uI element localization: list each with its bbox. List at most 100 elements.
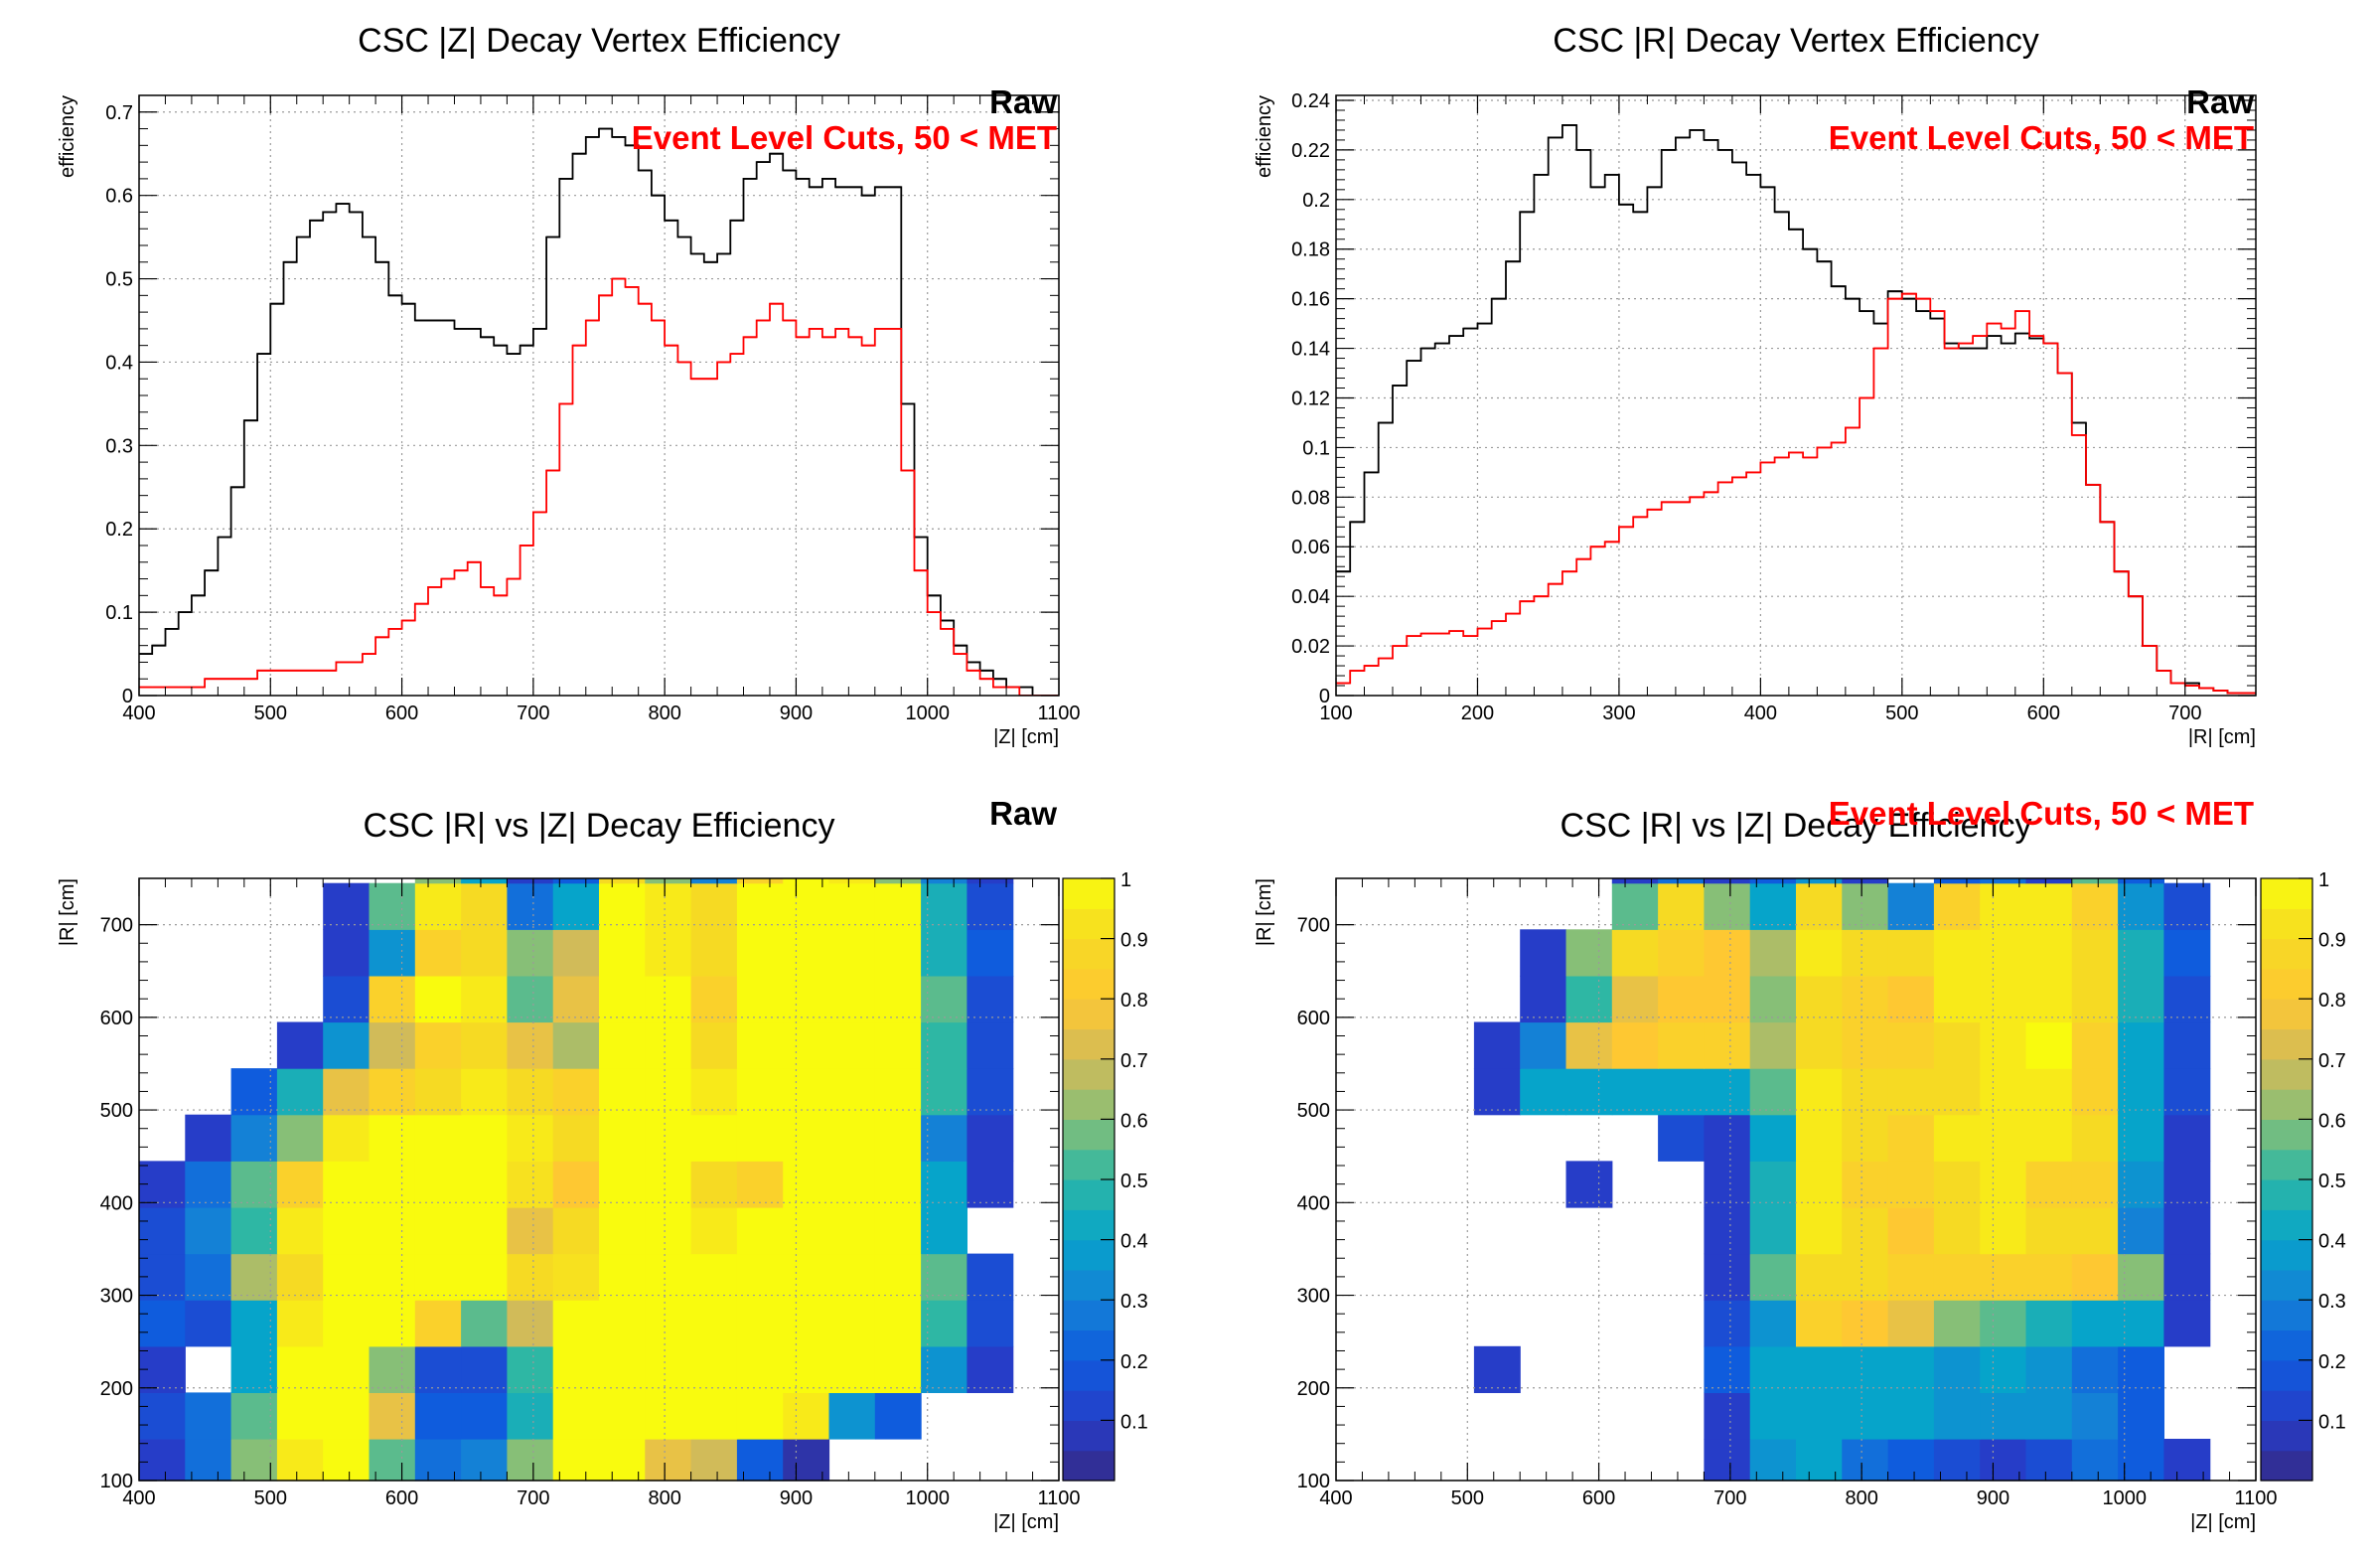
heatmap-cell (2118, 929, 2164, 977)
heatmap-cell (414, 1392, 462, 1440)
heatmap-cell (874, 1161, 922, 1208)
heatmap-cell (1520, 929, 1567, 977)
heatmap-cell (2071, 1439, 2119, 1482)
heatmap-cell (874, 878, 922, 884)
heatmap-cell (599, 929, 646, 977)
colorbar-segment (1063, 1300, 1115, 1331)
heatmap-cell (552, 1161, 600, 1208)
heatmap-cell (2118, 1021, 2164, 1069)
heatmap-cell (783, 1253, 830, 1301)
colorbar-tick-label: 0.5 (2318, 1171, 2346, 1192)
heatmap-cell (1933, 1345, 1981, 1393)
heatmap-cell (828, 1392, 876, 1440)
y-tick-label: 500 (1297, 1100, 1330, 1122)
heatmap-cell (690, 1345, 738, 1393)
heatmap-cell (736, 1068, 784, 1116)
colorbar-segment (2261, 1028, 2312, 1060)
heatmap-cell (2025, 1114, 2073, 1162)
heatmap-cell (1704, 975, 1751, 1023)
heatmap-cell (645, 1439, 692, 1482)
heatmap-cell (874, 929, 922, 977)
heatmap-cell (507, 1439, 554, 1482)
heatmap-cell (645, 1021, 692, 1069)
heatmap-cell (690, 1114, 738, 1162)
heatmap-cell (645, 1345, 692, 1393)
heatmap-cell (1704, 1345, 1751, 1393)
heatmap-cell (139, 1207, 186, 1255)
heatmap-cell (1887, 1161, 1935, 1208)
heatmap-cell (2025, 975, 2073, 1023)
heatmap-cell (139, 1392, 186, 1440)
heatmap-cell (645, 878, 692, 884)
x-tick-label: 600 (1582, 1487, 1615, 1509)
heatmap-cell (1980, 1114, 2027, 1162)
heatmap-cell (1980, 1068, 2027, 1116)
heatmap-cell (599, 1207, 646, 1255)
heatmap-cell (552, 1114, 600, 1162)
heatmap-cell (645, 1114, 692, 1162)
heatmap-cell (507, 1392, 554, 1440)
heatmap-cell (323, 1114, 371, 1162)
heatmap-cell (1980, 882, 2027, 930)
colorbar-segment (2261, 1149, 2312, 1180)
colorbar-tick-label: 0.8 (1120, 990, 1148, 1012)
heatmap-cell (828, 1207, 876, 1255)
heatmap-cell (507, 882, 554, 930)
y-tick-label: 0.18 (1291, 239, 1330, 261)
heatmap-cell (1704, 882, 1751, 930)
heatmap-cell (645, 1161, 692, 1208)
heatmap-cell (921, 1300, 967, 1347)
heatmap-cell (1749, 1021, 1797, 1069)
heatmap-cell (1796, 878, 1843, 884)
heatmap-cell (1658, 882, 1705, 930)
heatmap-cell (552, 878, 600, 884)
heatmap-cell (1749, 1439, 1797, 1482)
heatmap-cell (1980, 1439, 2027, 1482)
colorbar-tick-label: 0.4 (2318, 1231, 2346, 1253)
heatmap-cell (736, 1392, 784, 1440)
heatmap-cell (1887, 1021, 1935, 1069)
heatmap-cell (1796, 1253, 1843, 1301)
heatmap-cell (461, 878, 508, 884)
heatmap-cell (921, 975, 967, 1023)
heatmap-cell (369, 1207, 416, 1255)
heatmap-cell (369, 1392, 416, 1440)
y-axis-label: |R| [cm] (1254, 878, 1275, 946)
heatmap-cell (1658, 1068, 1705, 1116)
heatmap-cell (2118, 878, 2164, 884)
heatmap-cell (1980, 975, 2027, 1023)
heatmap-cell (552, 975, 600, 1023)
series-line-raw (139, 127, 1059, 696)
heatmap-cell (276, 1439, 324, 1482)
heatmap-cell (1980, 1207, 2027, 1255)
x-tick-label: 500 (254, 703, 287, 724)
heatmap-cell (369, 929, 416, 977)
colorbar-segment (1063, 968, 1115, 1000)
heatmap-cell (185, 1161, 232, 1208)
colorbar-segment (2261, 1359, 2312, 1391)
x-axis-label: |Z| [cm] (993, 1511, 1059, 1533)
heatmap-cell (414, 1345, 462, 1393)
heatmap-cell (276, 1345, 324, 1393)
y-tick-label: 0.1 (105, 602, 133, 624)
heatmap-cell (414, 1253, 462, 1301)
colorbar-segment (1063, 1119, 1115, 1151)
heatmap-cell (1796, 929, 1843, 977)
heatmap-cell (599, 1068, 646, 1116)
y-tick-label: 0.08 (1291, 487, 1330, 509)
heatmap-cell (690, 1392, 738, 1440)
heatmap-cell (552, 882, 600, 930)
heatmap-cell (1704, 878, 1751, 884)
heatmap-cell (967, 1345, 1014, 1393)
x-tick-label: 700 (2168, 703, 2201, 724)
heatmap-cell (230, 1392, 278, 1440)
heatmap-cell (552, 1253, 600, 1301)
x-axis-label: |Z| [cm] (2190, 1511, 2256, 1533)
heatmap-cell (1658, 1114, 1705, 1162)
heatmap-cell (507, 1300, 554, 1347)
colorbar-tick-label: 1 (1120, 869, 1131, 891)
heatmap-cell (276, 1253, 324, 1301)
colorbar-segment (2261, 999, 2312, 1030)
heatmap-cell (690, 1253, 738, 1301)
heatmap-cell (1887, 1392, 1935, 1440)
